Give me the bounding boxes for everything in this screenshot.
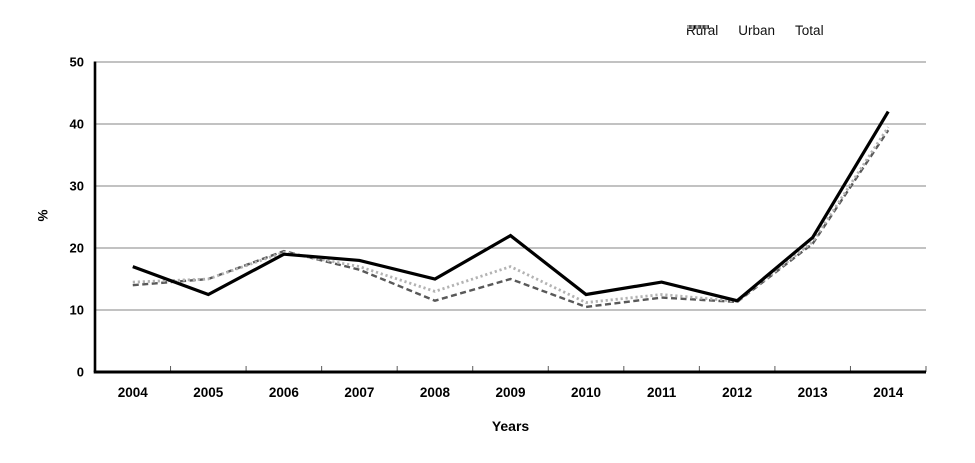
y-axis-title: % bbox=[35, 209, 51, 222]
legend-item-urban: Urban bbox=[687, 23, 776, 38]
x-tick-label: 2010 bbox=[571, 385, 601, 400]
total-line-sample-icon bbox=[687, 25, 709, 29]
legend-label-urban: Urban bbox=[738, 23, 776, 38]
y-tick-label: 0 bbox=[77, 365, 84, 380]
y-tick-label: 40 bbox=[70, 117, 84, 132]
x-axis-title: Years bbox=[491, 418, 530, 434]
y-tick-label: 10 bbox=[70, 303, 84, 318]
x-tick-label: 2014 bbox=[873, 385, 904, 400]
series-line-rural bbox=[132, 110, 890, 303]
x-tick-label: 2011 bbox=[647, 385, 677, 400]
x-tick-label: 2008 bbox=[420, 385, 451, 400]
legend-item-total: Total bbox=[687, 23, 824, 38]
x-tick-label: 2012 bbox=[722, 385, 752, 400]
x-tick-label: 2004 bbox=[118, 385, 149, 400]
y-tick-label: 30 bbox=[70, 179, 84, 194]
legend-label-total: Total bbox=[795, 23, 824, 38]
x-tick-label: 2007 bbox=[344, 385, 374, 400]
x-tick-label: 2013 bbox=[798, 385, 829, 400]
series-line-total bbox=[132, 126, 890, 304]
y-tick-label: 50 bbox=[70, 55, 84, 70]
legend: Rural Urban Total bbox=[686, 23, 824, 38]
x-tick-label: 2006 bbox=[269, 385, 300, 400]
x-tick-label: 2009 bbox=[495, 385, 525, 400]
x-tick-label: 2005 bbox=[193, 385, 224, 400]
y-tick-label: 20 bbox=[70, 241, 84, 256]
series-line-urban bbox=[132, 129, 890, 309]
